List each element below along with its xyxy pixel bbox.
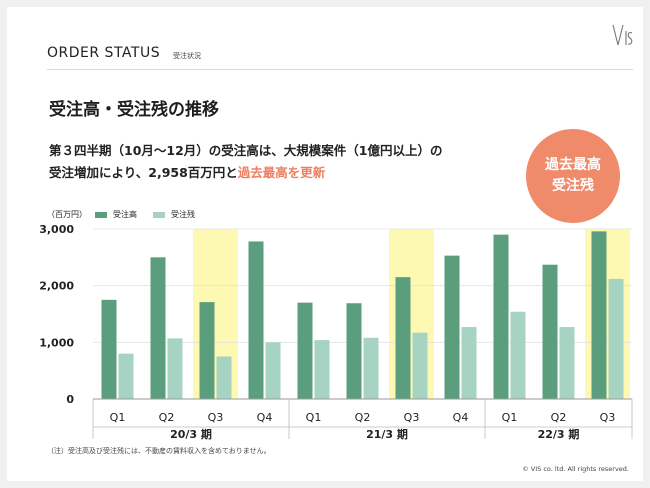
y-axis-unit: （百万円）	[47, 210, 87, 219]
lead-line-2: 受注増加により、2,958百万円と過去最高を更新	[49, 162, 489, 184]
bar-orders	[199, 302, 215, 399]
legend-swatch-orders	[95, 211, 107, 218]
bar-orders	[101, 299, 117, 399]
bar-backlog	[608, 278, 624, 399]
lead-line-2-plain: 受注増加により、2,958百万円と	[49, 165, 238, 180]
group-label: 20/3 期	[170, 427, 212, 441]
lead-highlight: 過去最高を更新	[237, 165, 326, 180]
legend-item-orders: 受注高	[95, 209, 137, 220]
bar-backlog	[118, 353, 134, 399]
x-tick-label: Q4	[257, 411, 273, 424]
lead-line-1: 第３四半期（10月～12月）の受注高は、大規模案件（1億円以上）の	[49, 143, 443, 158]
y-tick-label: 1,000	[39, 336, 74, 349]
x-tick-label: Q1	[306, 411, 322, 424]
x-tick-label: Q2	[551, 411, 567, 424]
bar-backlog	[314, 340, 330, 399]
page-header-subtitle: 受注状況	[173, 52, 201, 60]
y-tick-label: 0	[66, 393, 74, 406]
bar-backlog	[265, 342, 281, 399]
x-tick-label: Q4	[453, 411, 469, 424]
group-label: 21/3 期	[366, 427, 408, 441]
bar-backlog	[461, 327, 477, 399]
x-tick-label: Q3	[404, 411, 420, 424]
x-tick-label: Q1	[110, 411, 126, 424]
bar-orders	[346, 303, 362, 399]
x-tick-label: Q1	[502, 411, 518, 424]
bar-orders	[248, 241, 264, 399]
bar-backlog	[167, 338, 183, 399]
bar-orders	[444, 255, 460, 399]
slide: ORDER STATUS 受注状況 受注高・受注残の推移 第３四半期（10月～1…	[7, 7, 643, 481]
x-tick-label: Q2	[355, 411, 371, 424]
badge-line-1: 過去最高	[545, 157, 601, 173]
section-title: 受注高・受注残の推移	[49, 100, 219, 120]
bar-backlog	[510, 311, 526, 399]
footnote: （注）受注高及び受注残には、不動産の賃料収入を含めておりません。	[47, 447, 271, 455]
bar-backlog	[216, 356, 232, 399]
order-chart: 3,000 2,000 1,000 0 Q1 Q2 Q3 Q4 Q1 Q2 Q3 Q4 Q1 Q2 Q3 20…	[39, 223, 633, 441]
x-tick-label: Q3	[600, 411, 616, 424]
page-header-title: ORDER STATUS	[47, 45, 161, 61]
legend-item-backlog: 受注残	[153, 209, 195, 220]
legend-swatch-backlog	[153, 211, 165, 218]
copyright: © VIS co. ltd. All rights reserved.	[522, 465, 629, 473]
bar-backlog	[363, 337, 379, 399]
bar-orders	[542, 264, 558, 399]
record-badge: 過去最高 受注残	[526, 129, 620, 223]
bar-orders	[150, 257, 166, 399]
x-tick-label: Q3	[208, 411, 224, 424]
badge-line-2: 受注残	[552, 178, 594, 194]
lead-text: 第３四半期（10月～12月）の受注高は、大規模案件（1億円以上）の 受注増加によ…	[49, 140, 489, 184]
x-tick-label: Q2	[159, 411, 175, 424]
y-tick-label: 2,000	[39, 280, 74, 293]
bar-orders	[493, 234, 509, 399]
header-divider	[47, 69, 633, 70]
bar-backlog	[412, 332, 428, 399]
legend-label-orders: 受注高	[113, 210, 137, 219]
bar-orders	[297, 302, 313, 399]
group-label: 22/3 期	[538, 427, 580, 441]
bar-orders	[591, 231, 607, 399]
legend-label-backlog: 受注残	[171, 210, 195, 219]
bar-orders	[395, 277, 411, 399]
y-tick-label: 3,000	[39, 223, 74, 236]
bar-backlog	[559, 327, 575, 399]
vis-logo-icon	[612, 24, 633, 46]
